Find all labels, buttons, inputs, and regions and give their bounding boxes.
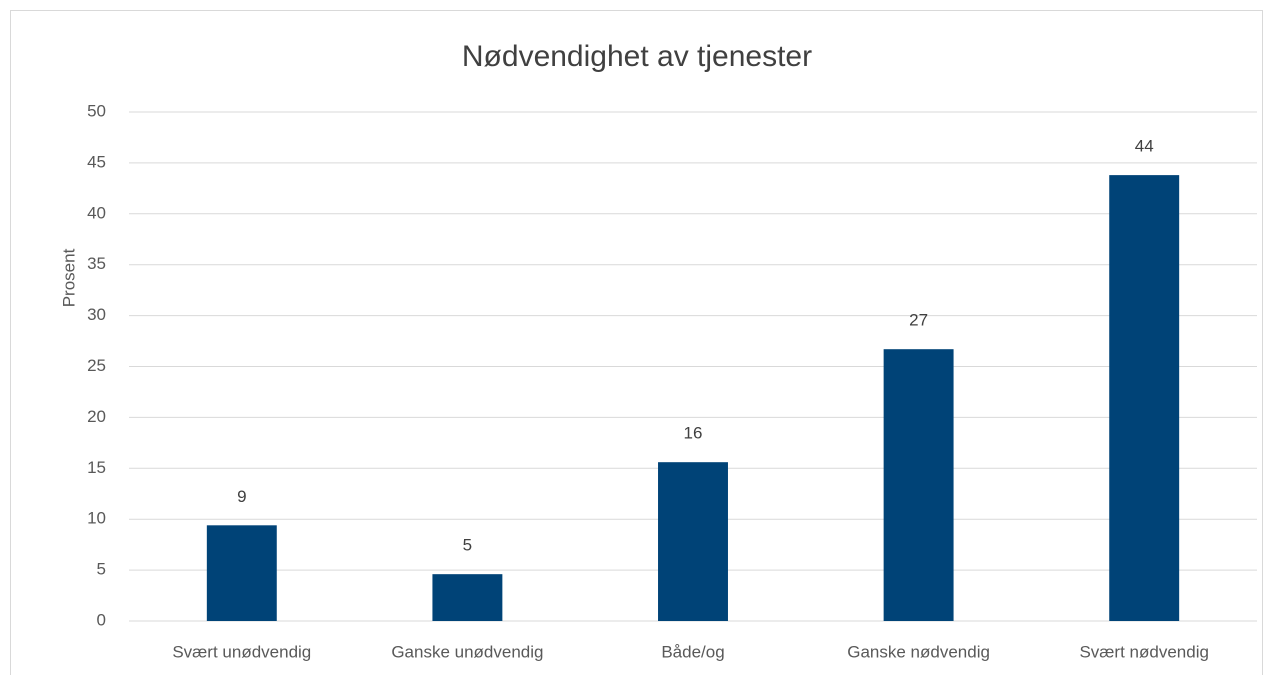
- data-label: 44: [1135, 137, 1154, 156]
- y-tick-label: 10: [87, 509, 106, 528]
- x-tick-label: Svært nødvendig: [1079, 642, 1208, 661]
- y-tick-label: 5: [97, 560, 106, 579]
- data-label: 27: [909, 311, 928, 330]
- y-tick-label: 30: [87, 305, 106, 324]
- bar: [206, 525, 277, 621]
- data-label: 9: [237, 487, 246, 506]
- data-label: 5: [463, 536, 472, 555]
- x-tick-label: Ganske unødvendig: [391, 642, 543, 661]
- bar: [883, 349, 954, 621]
- chart-title: Nødvendighet av tjenester: [462, 40, 812, 73]
- y-tick-label: 15: [87, 458, 106, 477]
- bar: [432, 574, 503, 621]
- bar: [658, 462, 728, 621]
- chart-border: [10, 10, 1263, 675]
- y-tick-label: 25: [87, 356, 106, 375]
- bar: [1109, 175, 1180, 621]
- y-tick-label: 40: [87, 203, 106, 222]
- y-tick-label: 35: [87, 254, 106, 273]
- y-tick-label: 20: [87, 407, 106, 426]
- y-tick-label: 45: [87, 152, 106, 171]
- x-tick-label: Både/og: [661, 642, 724, 661]
- x-tick-label: Ganske nødvendig: [847, 642, 990, 661]
- y-tick-label: 50: [87, 101, 106, 120]
- data-label: 16: [684, 424, 703, 443]
- y-tick-label: 0: [97, 610, 106, 629]
- y-axis-label: Prosent: [59, 248, 78, 307]
- x-tick-label: Svært unødvendig: [172, 642, 311, 661]
